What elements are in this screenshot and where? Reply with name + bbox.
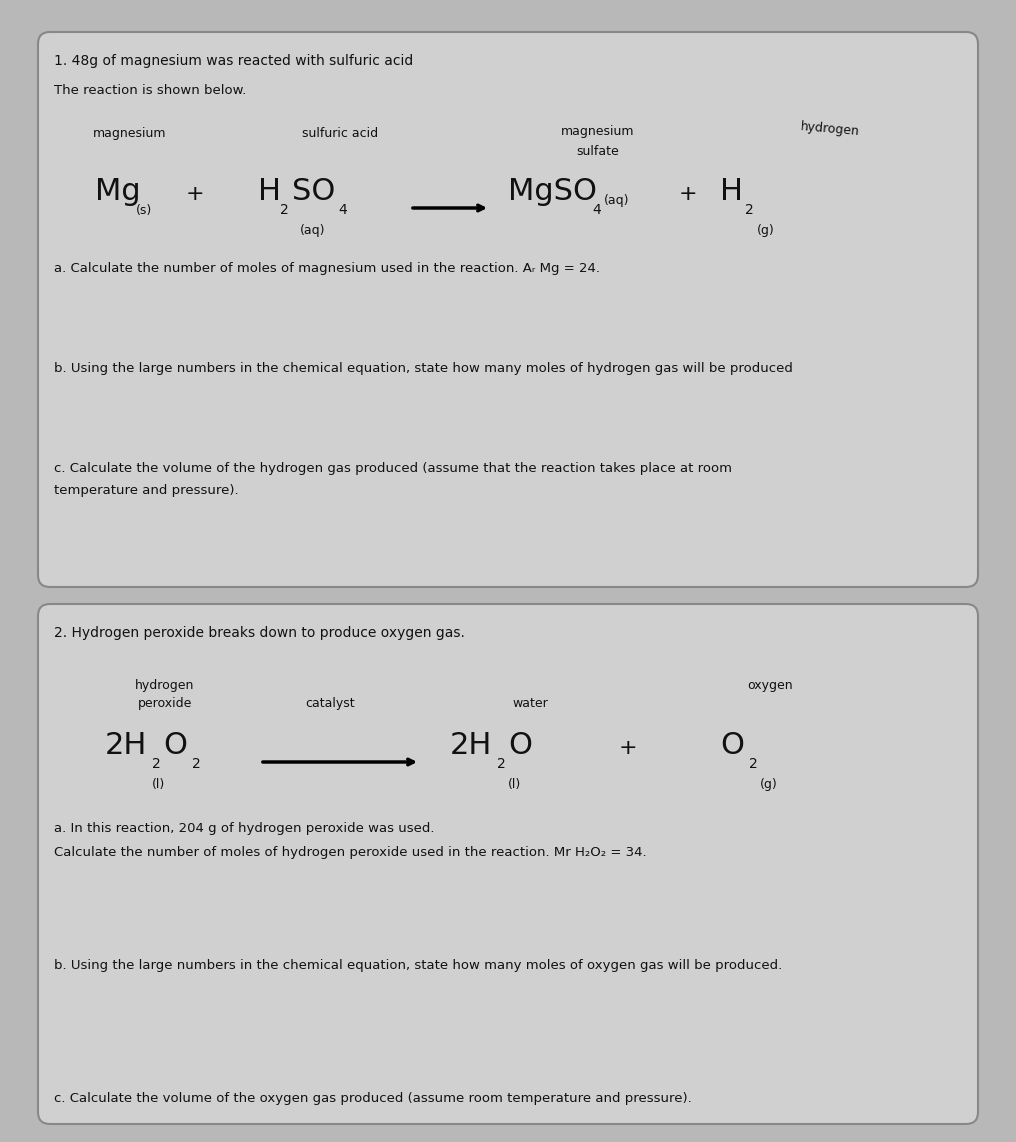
Text: catalyst: catalyst [305, 697, 355, 710]
Text: 4: 4 [338, 203, 346, 217]
Text: a. In this reaction, 204 g of hydrogen peroxide was used.: a. In this reaction, 204 g of hydrogen p… [54, 822, 435, 835]
Text: H: H [720, 177, 743, 206]
Text: water: water [512, 697, 548, 710]
Text: MgSO: MgSO [508, 177, 597, 206]
Text: 2: 2 [192, 757, 201, 771]
FancyBboxPatch shape [38, 32, 978, 587]
Text: b. Using the large numbers in the chemical equation, state how many moles of oxy: b. Using the large numbers in the chemic… [54, 959, 782, 972]
Text: The reaction is shown below.: The reaction is shown below. [54, 85, 246, 97]
Text: (aq): (aq) [300, 224, 325, 238]
Text: oxygen: oxygen [747, 679, 792, 692]
Text: (l): (l) [152, 778, 166, 791]
Text: +: + [619, 738, 637, 758]
Text: Calculate the number of moles of hydrogen peroxide used in the reaction. Mr H₂O₂: Calculate the number of moles of hydroge… [54, 846, 646, 859]
Text: 1. 48g of magnesium was reacted with sulfuric acid: 1. 48g of magnesium was reacted with sul… [54, 54, 414, 69]
Text: peroxide: peroxide [138, 697, 192, 710]
Text: 2H: 2H [450, 731, 493, 759]
Text: +: + [679, 184, 697, 204]
Text: a. Calculate the number of moles of magnesium used in the reaction. Aᵣ Mg = 24.: a. Calculate the number of moles of magn… [54, 262, 600, 275]
Text: O: O [508, 731, 532, 759]
Text: (s): (s) [136, 204, 152, 217]
Text: temperature and pressure).: temperature and pressure). [54, 484, 239, 497]
Text: 2: 2 [280, 203, 289, 217]
Text: c. Calculate the volume of the oxygen gas produced (assume room temperature and : c. Calculate the volume of the oxygen ga… [54, 1092, 692, 1105]
Text: 2H: 2H [105, 731, 147, 759]
Text: O: O [163, 731, 187, 759]
Text: +: + [186, 184, 204, 204]
Text: magnesium: magnesium [93, 127, 167, 140]
Text: H: H [258, 177, 281, 206]
Text: b. Using the large numbers in the chemical equation, state how many moles of hyd: b. Using the large numbers in the chemic… [54, 362, 792, 375]
Text: SO: SO [292, 177, 335, 206]
Text: Mg: Mg [96, 177, 140, 206]
Text: magnesium: magnesium [561, 124, 635, 138]
Text: 2. Hydrogen peroxide breaks down to produce oxygen gas.: 2. Hydrogen peroxide breaks down to prod… [54, 626, 465, 640]
Text: sulfate: sulfate [577, 145, 620, 158]
Text: 2: 2 [497, 757, 506, 771]
Text: (l): (l) [508, 778, 521, 791]
Text: (g): (g) [760, 778, 778, 791]
Text: (g): (g) [757, 224, 775, 238]
Text: hydrogen: hydrogen [800, 120, 861, 138]
Text: 2: 2 [152, 757, 161, 771]
Text: O: O [720, 731, 744, 759]
Text: hydrogen: hydrogen [135, 679, 195, 692]
Text: 2: 2 [745, 203, 754, 217]
FancyBboxPatch shape [38, 604, 978, 1124]
Text: sulfuric acid: sulfuric acid [302, 127, 378, 140]
Text: 4: 4 [592, 203, 600, 217]
Text: (aq): (aq) [604, 194, 630, 207]
Text: 2: 2 [749, 757, 758, 771]
Text: c. Calculate the volume of the hydrogen gas produced (assume that the reaction t: c. Calculate the volume of the hydrogen … [54, 463, 732, 475]
